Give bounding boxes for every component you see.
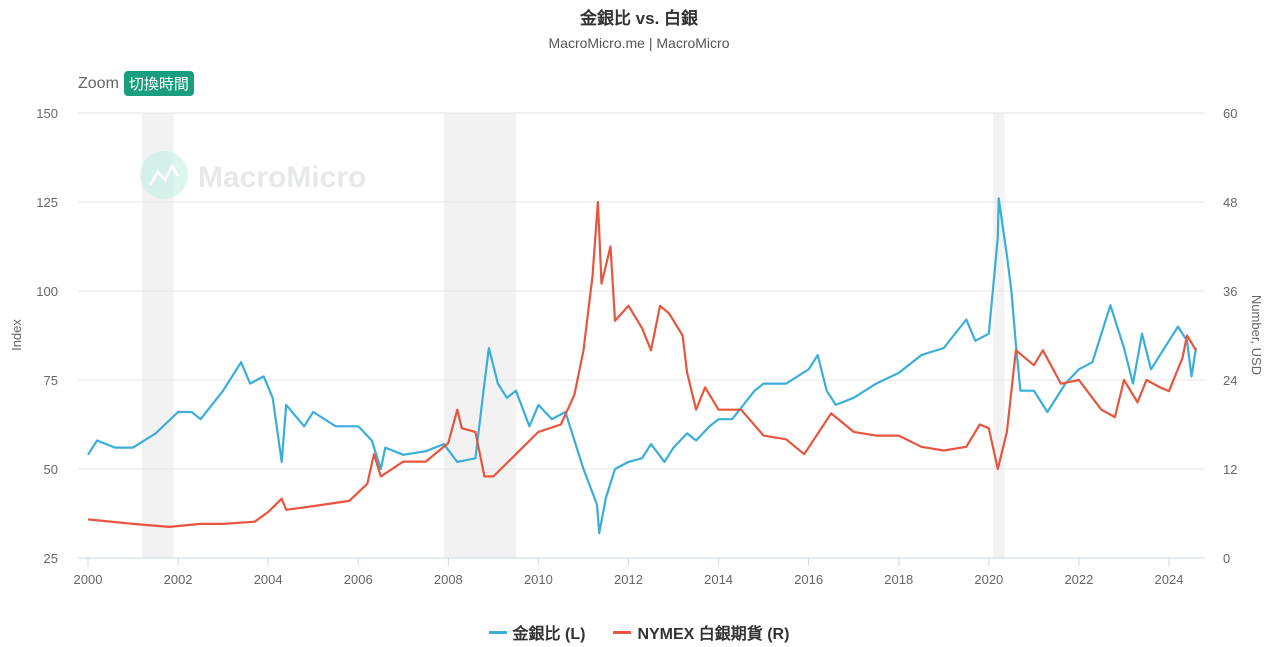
legend-label: 金銀比 (L) [512,626,586,643]
series-line-gold-silver-ratio [87,197,1198,535]
y-left-tick-label: 75 [44,373,58,388]
x-tick-label: 2006 [344,572,373,587]
watermark-text: MacroMicro [198,161,366,194]
y-right-tick-label: 12 [1223,462,1237,477]
legend-item-silver-futures[interactable]: NYMEX 白銀期貨 (R) [613,620,789,644]
x-tick-label: 2016 [794,572,823,587]
x-tick-label: 2024 [1155,572,1184,587]
y-left-tick-label: 100 [36,284,58,299]
y-left-tick-label: 50 [44,462,58,477]
x-tick-label: 2022 [1064,572,1093,587]
y-left-tick-label: 125 [36,195,58,210]
legend-line-icon [613,630,632,634]
y-right-tick-label: 24 [1223,373,1237,388]
x-tick-label: 2018 [884,572,913,587]
zoom-control: Zoom 切換時間 [78,71,194,96]
legend-label: NYMEX 白銀期貨 (R) [637,626,790,643]
x-tick-label: 2020 [974,572,1003,587]
recession-band [443,113,516,558]
y-axis-left-label: Index [9,319,24,351]
legend-line-icon [488,630,507,634]
y-axis-right-label: Number, USD [1249,295,1264,375]
y-left-tick-label: 150 [36,106,58,121]
y-right-tick-label: 36 [1223,284,1237,299]
x-tick-label: 2010 [524,572,553,587]
chart-title: 金銀比 vs. 白銀 [579,9,699,28]
switch-time-button[interactable]: 切換時間 [123,71,194,96]
watermark: MacroMicro [140,151,366,199]
x-tick-label: 2014 [704,572,733,587]
zoom-label: Zoom [78,74,119,92]
watermark-logo-line [148,162,180,186]
chart-subtitle: MacroMicro.me | MacroMicro [548,35,730,51]
series-line-silver-futures [87,200,1197,528]
watermark-logo-icon [140,151,188,199]
y-left-tick-label: 25 [44,551,58,566]
y-right-tick-label: 60 [1223,106,1237,121]
legend: 金銀比 (L) NYMEX 白銀期貨 (R) [0,620,1278,644]
x-tick-label: 2012 [614,572,643,587]
y-right-tick-label: 0 [1223,551,1230,566]
y-right-tick-label: 48 [1223,195,1237,210]
legend-item-gold-silver-ratio[interactable]: 金銀比 (L) [488,620,586,644]
recession-band [993,113,1005,558]
x-tick-label: 2008 [434,572,463,587]
x-tick-label: 2004 [254,572,283,587]
x-tick-label: 2000 [74,572,103,587]
x-tick-label: 2002 [164,572,193,587]
